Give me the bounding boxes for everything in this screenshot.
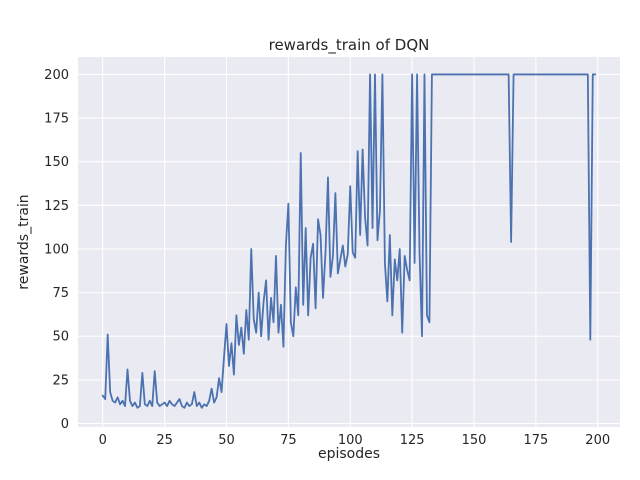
y-tick-label: 200 bbox=[44, 68, 69, 83]
chart-title: rewards_train of DQN bbox=[268, 36, 430, 54]
x-tick-label: 150 bbox=[462, 433, 487, 448]
y-tick-label: 0 bbox=[61, 417, 69, 432]
y-tick-label: 175 bbox=[44, 112, 69, 127]
x-axis-label: episodes bbox=[317, 446, 381, 462]
y-tick-label: 150 bbox=[44, 155, 69, 170]
x-tick-label: 125 bbox=[400, 433, 425, 448]
x-tick-label: 25 bbox=[156, 433, 173, 448]
x-tick-label: 75 bbox=[280, 433, 297, 448]
x-tick-label: 200 bbox=[585, 433, 610, 448]
x-tick-label: 100 bbox=[338, 433, 363, 448]
y-tick-label: 125 bbox=[44, 199, 69, 214]
series-line-rewards_train bbox=[101, 73, 597, 409]
y-tick-label: 75 bbox=[52, 286, 69, 301]
x-tick-label: 0 bbox=[99, 433, 107, 448]
y-tick-label: 25 bbox=[52, 373, 69, 388]
y-tick-label: 100 bbox=[44, 242, 69, 257]
x-tick-label: 50 bbox=[218, 433, 235, 448]
y-tick-label: 50 bbox=[52, 330, 69, 345]
x-tick-label: 175 bbox=[523, 433, 548, 448]
